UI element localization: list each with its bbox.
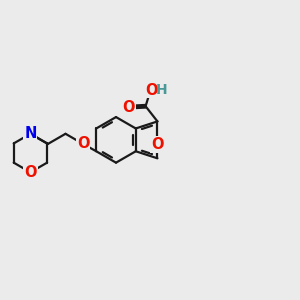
Text: O: O xyxy=(24,165,37,180)
Text: O: O xyxy=(145,82,157,98)
Text: H: H xyxy=(156,83,168,97)
Text: N: N xyxy=(24,126,37,141)
Text: O: O xyxy=(77,136,89,152)
Text: O: O xyxy=(151,137,164,152)
Text: O: O xyxy=(122,100,135,115)
